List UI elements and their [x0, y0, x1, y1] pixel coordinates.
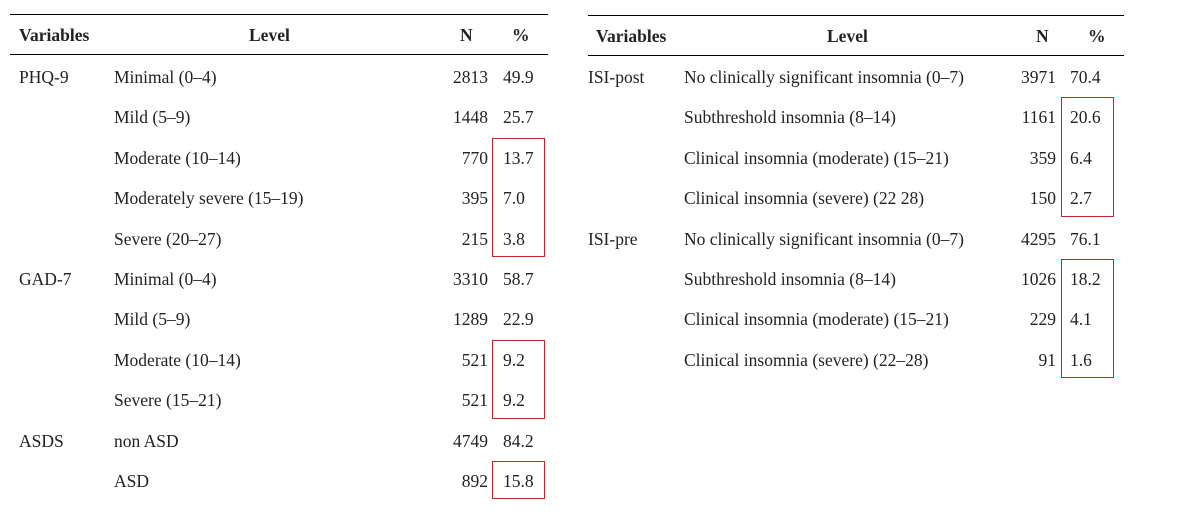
cell-level: No clinically significant insomnia (0–7) [684, 228, 964, 249]
cell-n: 215 [461, 228, 488, 249]
cell-level: Minimal (0–4) [114, 67, 217, 87]
cell-pct: 15.8 [503, 471, 534, 491]
header-variables: Variables [596, 26, 667, 46]
header-variables: Variables [19, 25, 90, 45]
cell-n: 1289 [453, 309, 488, 330]
cell-pct: 1.6 [1070, 349, 1092, 370]
top-rule [588, 15, 1124, 16]
cell-pct: 20.6 [1070, 107, 1101, 128]
cell-level: Clinical insomnia (moderate) (15–21) [684, 309, 949, 330]
cell-n: 1161 [1021, 107, 1056, 128]
cell-pct: 49.9 [503, 67, 534, 87]
cell-pct: 84.2 [503, 430, 534, 451]
cell-n: 3971 [1021, 67, 1056, 87]
cell-level: Mild (5–9) [114, 309, 191, 330]
cell-n: 395 [461, 188, 488, 209]
cell-level: Mild (5–9) [114, 107, 191, 128]
cell-level: ASD [114, 471, 150, 491]
cell-variable: ASDS [19, 430, 64, 451]
cell-variable: GAD-7 [19, 269, 72, 289]
cell-n: 91 [1038, 349, 1057, 370]
cell-pct: 76.1 [1070, 228, 1101, 249]
cell-pct: 22.9 [503, 309, 534, 330]
cell-n: 4295 [1021, 228, 1056, 249]
header-n: N [1036, 26, 1049, 46]
header-level: Level [249, 25, 290, 45]
cell-n: 2813 [453, 67, 488, 87]
cell-n: 892 [461, 471, 488, 491]
cell-pct: 3.8 [503, 228, 525, 249]
top-rule [10, 14, 548, 15]
cell-variable: ISI-post [588, 67, 645, 87]
highlight-box [1061, 259, 1114, 379]
cell-variable: ISI-pre [588, 228, 638, 249]
cell-pct: 58.7 [503, 269, 534, 289]
cell-level: Severe (15–21) [114, 390, 222, 411]
cell-n: 1448 [453, 107, 488, 128]
cell-n: 770 [461, 147, 488, 168]
cell-level: Subthreshold insomnia (8–14) [684, 269, 896, 289]
cell-level: Minimal (0–4) [114, 269, 217, 289]
highlight-box [492, 339, 545, 419]
cell-pct: 6.4 [1070, 147, 1092, 168]
cell-pct: 7.0 [503, 188, 525, 209]
cell-pct: 4.1 [1070, 309, 1092, 330]
cell-pct: 13.7 [503, 147, 534, 168]
cell-pct: 25.7 [503, 107, 534, 128]
cell-level: Moderate (10–14) [114, 349, 241, 370]
cell-pct: 2.7 [1070, 188, 1092, 209]
cell-level: Clinical insomnia (moderate) (15–21) [684, 147, 949, 168]
cell-n: 150 [1029, 188, 1056, 209]
cell-n: 1026 [1021, 269, 1056, 289]
cell-pct: 18.2 [1070, 269, 1101, 289]
cell-level: Clinical insomnia (severe) (22 28) [684, 188, 925, 209]
cell-level: non ASD [114, 430, 179, 451]
cell-n: 521 [461, 349, 488, 370]
cell-n: 229 [1029, 309, 1056, 330]
header-pct: % [1088, 26, 1106, 46]
cell-level: Subthreshold insomnia (8–14) [684, 107, 896, 128]
header-rule [10, 54, 548, 55]
cell-pct: 9.2 [503, 349, 525, 370]
cell-level: Clinical insomnia (severe) (22–28) [684, 349, 929, 370]
cell-n: 521 [461, 390, 488, 411]
highlight-box [492, 461, 545, 500]
cell-n: 359 [1029, 147, 1056, 168]
header-level: Level [827, 26, 868, 46]
cell-level: Moderately severe (15–19) [114, 188, 304, 209]
header-n: N [460, 25, 473, 45]
cell-n: 4749 [453, 430, 488, 451]
highlight-box [1061, 97, 1114, 217]
cell-pct: 9.2 [503, 390, 525, 411]
highlight-box [492, 137, 545, 257]
cell-n: 3310 [453, 269, 488, 289]
cell-pct: 70.4 [1070, 67, 1101, 87]
header-pct: % [512, 25, 530, 45]
cell-level: Severe (20–27) [114, 228, 222, 249]
cell-level: No clinically significant insomnia (0–7) [684, 67, 964, 87]
cell-level: Moderate (10–14) [114, 147, 241, 168]
cell-variable: PHQ-9 [19, 67, 69, 87]
header-rule [588, 55, 1124, 56]
